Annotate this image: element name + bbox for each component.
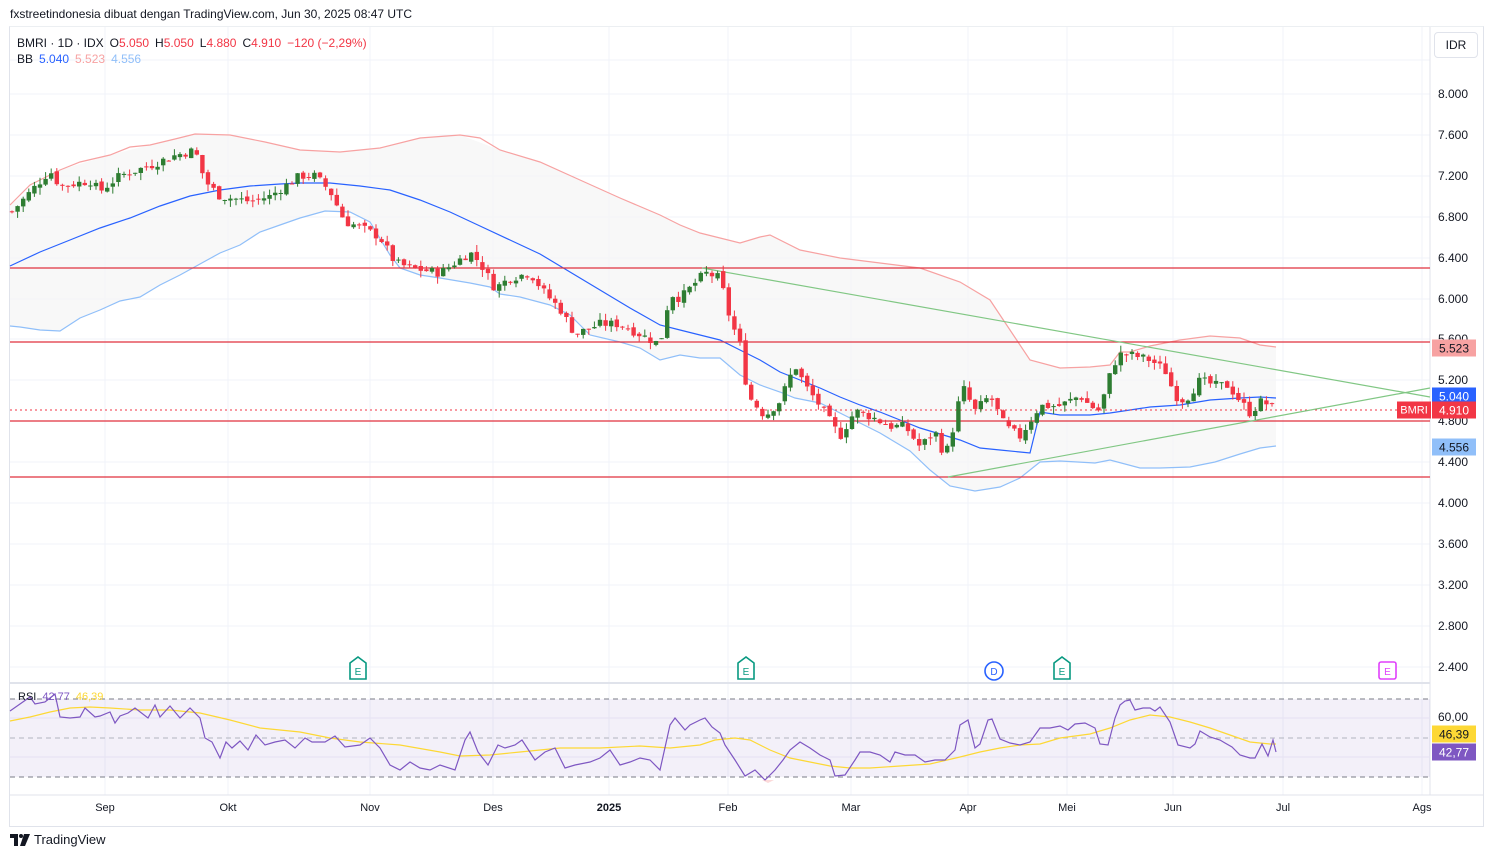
price-tick: 8.000 [1438, 87, 1469, 101]
price-tick: 7.200 [1438, 169, 1469, 183]
time-tick: Jul [1275, 802, 1291, 814]
time-tick: Ags [1412, 802, 1432, 814]
bb-basis-price-label: 5.040 [1432, 387, 1476, 405]
upcoming-earnings-event[interactable]: E [1378, 661, 1397, 680]
bb-label[interactable]: BB [17, 52, 34, 66]
bb-upper-line [9, 133, 1277, 369]
chart-legend: BMRI · 1D · IDX O5.050 H5.050 L4.880 C4.… [17, 35, 367, 67]
earnings-event-2[interactable]: E [737, 656, 755, 680]
bb-upper-price-label: 5.523 [1432, 339, 1476, 357]
price-tick: 4.400 [1438, 455, 1469, 469]
low-value: 4.880 [206, 36, 237, 50]
time-tick: Des [483, 802, 503, 814]
close-value: 4.910 [251, 36, 282, 50]
dividend-event[interactable]: D [984, 661, 1004, 681]
svg-text:E: E [1384, 667, 1391, 678]
last-price-label: 4.910 [1432, 401, 1476, 419]
bb-basis-line [9, 182, 1277, 454]
bb-upper-value: 5.523 [75, 52, 106, 66]
time-tick: Nov [360, 802, 380, 814]
symbol-tag: BMRI [1397, 401, 1431, 419]
bb-legend[interactable]: BB 5.040 5.523 4.556 [17, 51, 367, 67]
svg-text:E: E [1059, 667, 1066, 678]
svg-text:E: E [355, 667, 362, 678]
price-tick: 3.200 [1438, 578, 1469, 592]
symbol-info[interactable]: BMRI · 1D · IDX [17, 36, 104, 50]
rsi-tick: 60,00 [1438, 710, 1469, 724]
ohlc-legend[interactable]: BMRI · 1D · IDX O5.050 H5.050 L4.880 C4.… [17, 36, 367, 50]
tradingview-logo[interactable]: TradingView [10, 832, 106, 847]
price-tick: 2.800 [1438, 619, 1469, 633]
chart-attribution: fxstreetindonesia dibuat dengan TradingV… [10, 7, 413, 21]
rsi-price-label: 42,77 [1432, 743, 1476, 761]
price-tick: 4.000 [1438, 496, 1469, 510]
time-tick: Apr [959, 802, 977, 814]
rsi-ma-value: 46,39 [75, 691, 104, 703]
chart-frame [9, 26, 1484, 827]
high-value: 5.050 [163, 36, 194, 50]
time-tick: Mei [1058, 802, 1076, 814]
time-tick: Okt [219, 802, 237, 814]
rsi-oversold-fill [762, 780, 774, 783]
descending-trendline[interactable] [701, 267, 1431, 398]
rsi-value: 42,77 [42, 691, 70, 703]
time-tick: Jun [1164, 802, 1182, 814]
price-tick: 6.400 [1438, 251, 1469, 265]
time-tick-year: 2025 [596, 802, 622, 814]
svg-text:D: D [990, 667, 997, 678]
rsi-legend[interactable]: RSI 42,77 46,39 [18, 691, 103, 703]
svg-text:E: E [743, 667, 750, 678]
rsi-levels [10, 698, 1430, 778]
price-tick: 2.400 [1438, 660, 1469, 674]
time-tick: Mar [841, 802, 861, 814]
change-value: −120 (−2,29%) [287, 36, 367, 50]
price-tick: 5.200 [1438, 373, 1469, 387]
time-tick: Feb [718, 802, 738, 814]
bb-lower-price-label: 4.556 [1432, 438, 1476, 456]
rsi-ma-price-label: 46,39 [1432, 725, 1476, 743]
earnings-event-1[interactable]: E [349, 656, 367, 680]
price-tick: 6.800 [1438, 210, 1469, 224]
ascending-trendline[interactable] [947, 387, 1431, 478]
price-tick: 6.000 [1438, 292, 1469, 306]
rsi-label[interactable]: RSI [18, 691, 37, 703]
tradingview-logo-icon [10, 833, 30, 846]
rsi-ma-line [9, 706, 1276, 769]
support-resistance-lines[interactable] [10, 267, 1430, 478]
bb-basis-value: 5.040 [39, 52, 70, 66]
price-tick: 3.600 [1438, 537, 1469, 551]
open-value: 5.050 [119, 36, 150, 50]
bb-fill [10, 134, 1276, 491]
candlestick-series [9, 147, 1275, 456]
rsi-line [9, 692, 1277, 781]
bb-lower-line [9, 210, 1277, 492]
currency-button[interactable]: IDR [1434, 32, 1478, 58]
bb-lower-value: 4.556 [111, 52, 142, 66]
time-tick: Sep [95, 802, 115, 814]
price-tick: 7.600 [1438, 128, 1469, 142]
earnings-event-3[interactable]: E [1053, 656, 1071, 680]
